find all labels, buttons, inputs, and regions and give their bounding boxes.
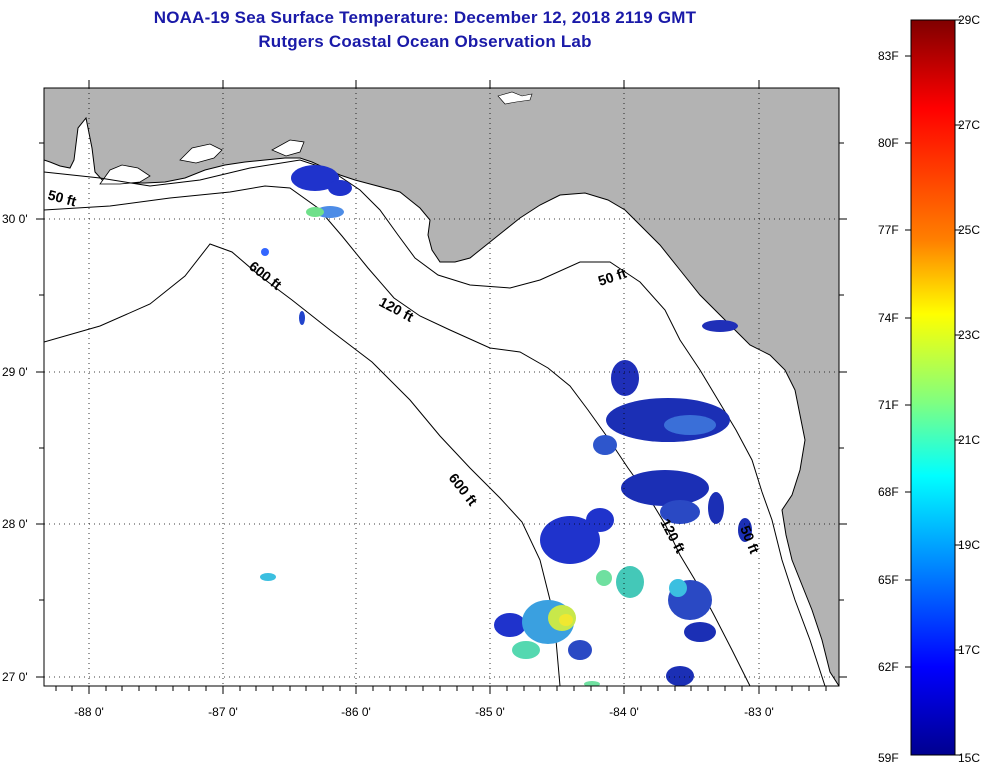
colorbar-c-label: 27C <box>958 118 980 132</box>
chart-subtitle: Rutgers Coastal Ocean Observation Lab <box>258 32 592 51</box>
longitude-label: -84 0' <box>609 705 639 719</box>
contour-50ft <box>44 159 826 686</box>
sst-map: 50 ft 600 ft 120 ft 50 ft 600 ft 120 ft … <box>2 80 847 719</box>
contour-120ft <box>44 185 751 686</box>
bay-water <box>99 164 151 185</box>
colorbar-c-label: 19C <box>958 538 980 552</box>
colorbar-gradient <box>910 19 956 756</box>
colorbar-f-label: 74F <box>878 311 899 325</box>
latitude-label: 27 0' <box>2 670 28 684</box>
longitude-label: -83 0' <box>744 705 774 719</box>
colorbar-c-label: 29C <box>958 13 980 27</box>
contour-label: 50 ft <box>46 186 78 209</box>
latitude-label: 28 0' <box>2 517 28 531</box>
bay-water <box>271 139 305 157</box>
colorbar-c-label: 23C <box>958 328 980 342</box>
latitude-label: 30 0' <box>2 212 28 226</box>
colorbar-f-label: 71F <box>878 398 899 412</box>
colorbar-ticks <box>905 19 961 756</box>
colorbar-f-label: 62F <box>878 660 899 674</box>
colorbar-c-label: 21C <box>958 433 980 447</box>
latitude-label: 29 0' <box>2 365 28 379</box>
colorbar-f-label: 80F <box>878 136 899 150</box>
longitude-label: -86 0' <box>341 705 371 719</box>
chart-title: NOAA-19 Sea Surface Temperature: Decembe… <box>153 8 697 27</box>
lake <box>497 91 533 105</box>
longitude-label: -88 0' <box>74 705 104 719</box>
colorbar-f-label: 77F <box>878 223 899 237</box>
map-frame <box>43 87 840 687</box>
colorbar-c-label: 17C <box>958 643 980 657</box>
colorbar-c-label: 25C <box>958 223 980 237</box>
longitude-label: -87 0' <box>208 705 238 719</box>
contour-600ft <box>44 243 561 686</box>
colorbar-f-label: 65F <box>878 573 899 587</box>
colorbar-f-label: 59F <box>878 751 899 765</box>
longitude-label: -85 0' <box>475 705 505 719</box>
bay-water <box>179 143 223 164</box>
colorbar-f-label: 68F <box>878 485 899 499</box>
sst-data-layer <box>260 165 752 686</box>
frame-ticks <box>36 80 847 694</box>
colorbar-c-label: 15C <box>958 751 980 765</box>
colorbar-f-label: 83F <box>878 49 899 63</box>
